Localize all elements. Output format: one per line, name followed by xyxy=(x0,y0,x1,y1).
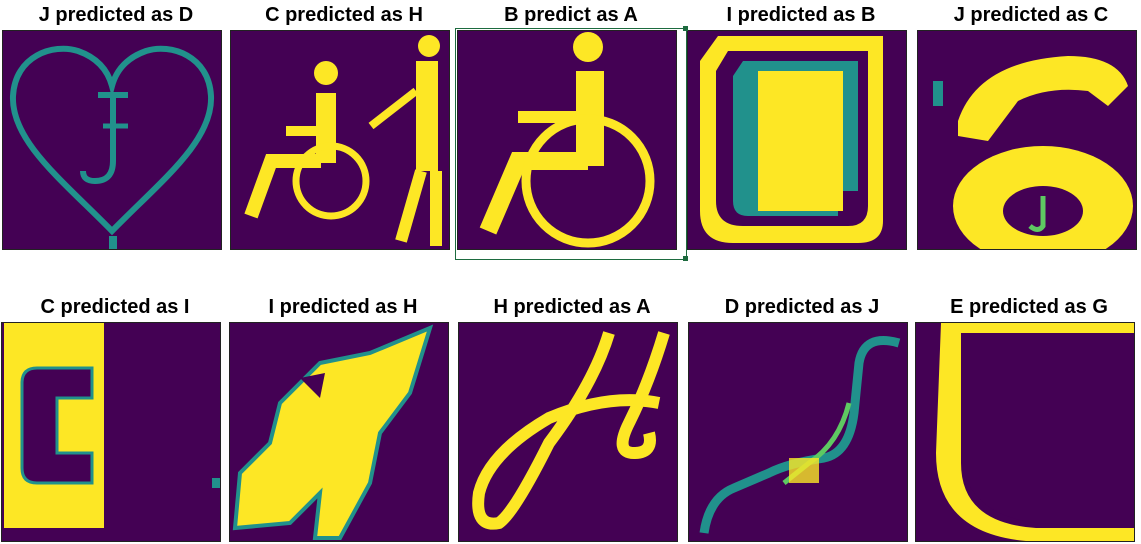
panel-title: I predicted as H xyxy=(268,296,418,318)
wheelchair-helper-icon xyxy=(231,31,449,249)
panel-title: C predicted as I xyxy=(40,296,190,318)
blob-icon xyxy=(230,323,448,541)
panel-title: C predicted as H xyxy=(265,4,423,26)
euro-shape-icon xyxy=(916,323,1134,541)
wheelchair-icon xyxy=(458,31,676,249)
panel-title: D predicted as J xyxy=(724,296,880,318)
heart-icon xyxy=(3,31,221,249)
frame-icon xyxy=(688,31,906,249)
telephone-icon xyxy=(918,31,1136,249)
panel-title: E predicted as G xyxy=(950,296,1108,318)
selection-handle[interactable] xyxy=(683,26,688,31)
panel-title: J predicted as C xyxy=(953,4,1109,26)
selection-handle[interactable] xyxy=(683,256,688,261)
panel-title: H predicted as A xyxy=(493,296,651,318)
panel-title: J predicted as D xyxy=(38,4,194,26)
panel-title: I predicted as B xyxy=(726,4,876,26)
letter-c-icon xyxy=(2,323,220,541)
panel-title: B predict as A xyxy=(504,4,638,26)
script-h-icon xyxy=(459,323,677,541)
wavy-line-icon xyxy=(689,323,907,541)
